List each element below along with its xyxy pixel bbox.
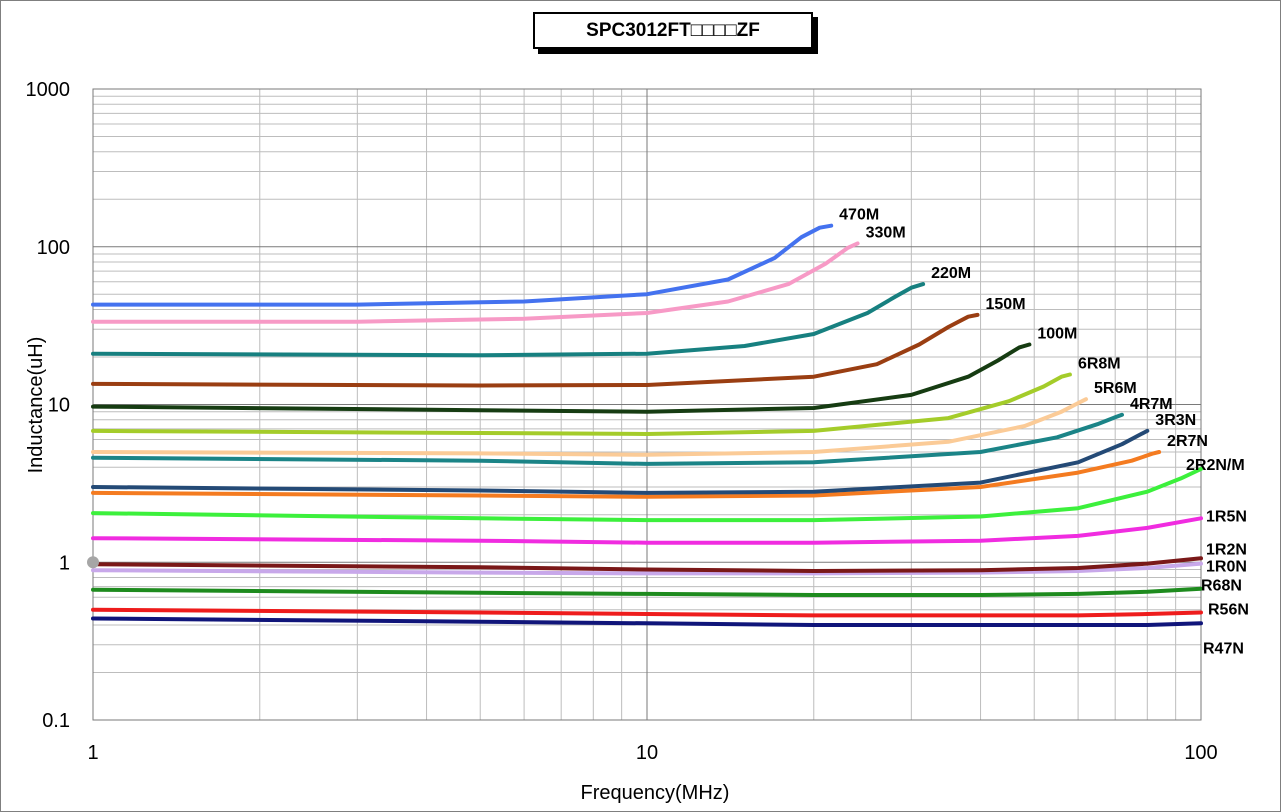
series-line bbox=[91, 516, 1203, 545]
series-line bbox=[91, 556, 1203, 573]
series-layer bbox=[87, 223, 1203, 627]
series-line bbox=[91, 397, 1088, 457]
series-line bbox=[91, 372, 1072, 436]
series-line bbox=[91, 450, 1162, 499]
series-label: 2R2N/M bbox=[1186, 457, 1245, 474]
y-axis-title: Inductance(uH) bbox=[25, 337, 47, 474]
series-line bbox=[91, 312, 980, 388]
series-line bbox=[91, 561, 1203, 576]
y-tick-label: 1000 bbox=[26, 79, 71, 101]
series-line bbox=[91, 342, 1032, 414]
series-label: 330M bbox=[866, 224, 906, 241]
series-label: 100M bbox=[1037, 326, 1077, 343]
series-line bbox=[91, 428, 1150, 495]
series-line bbox=[91, 607, 1203, 618]
series-label: 1R0N bbox=[1206, 559, 1247, 576]
series-line bbox=[91, 412, 1124, 466]
series-label: 150M bbox=[986, 296, 1026, 313]
series-line bbox=[91, 586, 1203, 597]
series-line bbox=[91, 467, 1203, 523]
x-tick-label: 1 bbox=[87, 742, 98, 764]
x-tick-label: 100 bbox=[1184, 742, 1217, 764]
series-label: 4R7M bbox=[1130, 396, 1173, 413]
series-label: 2R7N bbox=[1167, 433, 1208, 450]
y-tick-label: 100 bbox=[37, 237, 70, 259]
series-label: 1R5N bbox=[1206, 508, 1247, 525]
series-label: R68N bbox=[1201, 578, 1242, 595]
series-label: 1R2N bbox=[1206, 541, 1247, 558]
series-line bbox=[91, 241, 860, 324]
chart-title: SPC3012FT□□□□ZF bbox=[586, 19, 760, 41]
series-line bbox=[91, 282, 926, 358]
series-label: 3R3N bbox=[1155, 412, 1196, 429]
y-tick-label: 10 bbox=[48, 395, 70, 417]
series-label: 470M bbox=[839, 207, 879, 224]
series-line bbox=[91, 223, 834, 307]
x-tick-label: 10 bbox=[636, 742, 658, 764]
series-start-marker bbox=[87, 556, 99, 569]
y-tick-label: 1 bbox=[59, 552, 70, 574]
series-line bbox=[91, 616, 1203, 627]
chart-title-box: SPC3012FT□□□□ZF bbox=[533, 12, 813, 49]
series-label: 220M bbox=[931, 265, 971, 282]
series-label: R56N bbox=[1208, 602, 1249, 619]
plot-border bbox=[92, 88, 1202, 721]
x-axis-title: Frequency(MHz) bbox=[581, 782, 730, 804]
series-label: R47N bbox=[1203, 640, 1244, 657]
y-tick-label: 0.1 bbox=[42, 710, 70, 732]
series-label: 5R6M bbox=[1094, 380, 1137, 397]
series-label: 6R8M bbox=[1078, 355, 1121, 372]
ticks-layer: 1 10 100 0.1 1 10 100 1000 bbox=[26, 79, 1218, 764]
